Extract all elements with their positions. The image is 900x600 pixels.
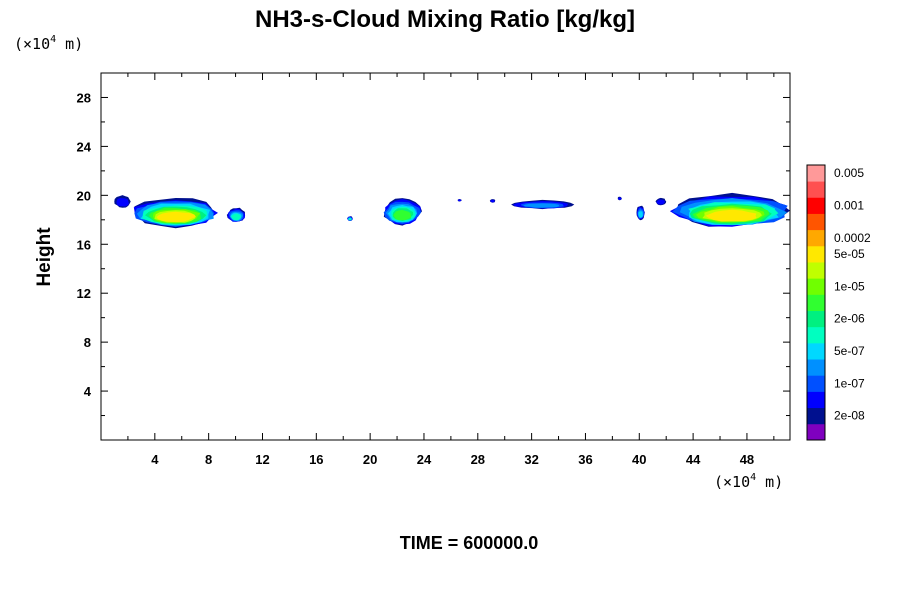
cloud-patch	[457, 199, 462, 202]
colorbar-label: 2e-08	[834, 409, 865, 423]
colorbar: 2e-08 1e-07 5e-07 2e-06 1e-05 5e-05 0.0002 0.00…	[806, 164, 871, 441]
colorbar-label: 0.005	[834, 166, 864, 180]
colorbar-swatch	[807, 391, 825, 409]
y-tick-label: 16	[77, 237, 91, 252]
cloud-patch	[114, 195, 131, 208]
x-tick-label: 48	[740, 452, 754, 467]
contour-level	[348, 218, 352, 221]
plot-area	[100, 72, 791, 441]
contour-level	[523, 203, 560, 208]
y-axis-unit: (×104 m)	[14, 34, 83, 53]
y-axis: 4 8 12 16 20 24 28	[77, 90, 790, 417]
colorbar-swatch	[807, 326, 825, 344]
x-tick-label: 32	[524, 452, 538, 467]
cloud-patch	[617, 196, 622, 201]
colorbar-swatch	[807, 213, 825, 231]
y-tick-label: 12	[77, 286, 91, 301]
cloud-patch	[669, 192, 790, 227]
cloud-patch	[133, 198, 218, 229]
x-tick-label: 4	[151, 452, 159, 467]
cloud-patch	[347, 216, 353, 221]
cloud-patch	[383, 198, 422, 226]
plot-background	[101, 73, 790, 440]
time-label: TIME = 600000.0	[400, 533, 539, 553]
y-tick-label: 24	[77, 139, 92, 154]
colorbar-swatch	[807, 245, 825, 263]
colorbar-swatch	[807, 375, 825, 392]
contour-level	[116, 198, 129, 207]
colorbar-swatch	[807, 342, 825, 360]
contour-level	[618, 197, 622, 200]
colorbar-swatch	[807, 165, 825, 182]
contour-level	[231, 213, 242, 221]
contour-level	[656, 199, 665, 205]
colorbar-swatch	[807, 278, 825, 295]
contour-level	[457, 199, 462, 202]
cloud-patch	[489, 199, 496, 203]
colorbar-swatch	[807, 310, 825, 328]
colorbar-label: 1e-07	[834, 376, 865, 390]
colorbar-label: 0.0002	[834, 231, 871, 245]
y-tick-label: 28	[77, 90, 91, 105]
x-tick-label: 36	[578, 452, 592, 467]
x-tick-label: 40	[632, 452, 646, 467]
colorbar-swatch	[807, 423, 825, 441]
colorbar-swatch	[807, 262, 825, 279]
cloud-patch	[226, 207, 246, 222]
y-axis-label: Height	[34, 227, 55, 287]
x-tick-label: 28	[471, 452, 485, 467]
x-tick-label: 12	[255, 452, 269, 467]
x-tick-label: 44	[686, 452, 701, 467]
x-axis-unit: (×104 m)	[714, 472, 783, 491]
cloud-patch	[511, 199, 575, 210]
plot-frame	[100, 72, 791, 441]
y-tick-label: 20	[77, 188, 91, 203]
colorbar-swatch	[807, 359, 825, 376]
contour-level	[156, 211, 196, 223]
colorbar-swatch	[807, 181, 825, 198]
colorbar-label: 2e-06	[834, 312, 865, 326]
colorbar-label: 1e-05	[834, 279, 865, 293]
contour-level	[705, 209, 757, 222]
y-tick-label: 8	[84, 335, 91, 350]
chart-title: NH3-s-Cloud Mixing Ratio [kg/kg]	[255, 6, 635, 33]
colorbar-frame	[806, 164, 826, 441]
cloud-patch	[655, 197, 667, 206]
contour-level	[393, 210, 412, 221]
colorbar-label: 0.001	[834, 198, 864, 212]
colorbar-swatch	[807, 407, 825, 425]
y-tick-label: 4	[84, 384, 92, 399]
x-tick-label: 8	[205, 452, 212, 467]
cloud-patch	[636, 205, 645, 221]
colorbar-label: 5e-05	[834, 247, 865, 261]
contour-level	[490, 199, 495, 203]
colorbar-label: 5e-07	[834, 344, 865, 358]
cloud-contours	[114, 192, 790, 229]
x-tick-label: 16	[309, 452, 323, 467]
x-tick-label: 24	[417, 452, 432, 467]
x-tick-label: 20	[363, 452, 377, 467]
colorbar-swatch	[807, 197, 825, 214]
x-axis: 4 8 12 16 20 24 28 32 36 40 44 48	[127, 73, 775, 467]
colorbar-swatch	[807, 294, 825, 311]
colorbar-swatch	[807, 229, 825, 247]
contour-level	[638, 211, 643, 218]
